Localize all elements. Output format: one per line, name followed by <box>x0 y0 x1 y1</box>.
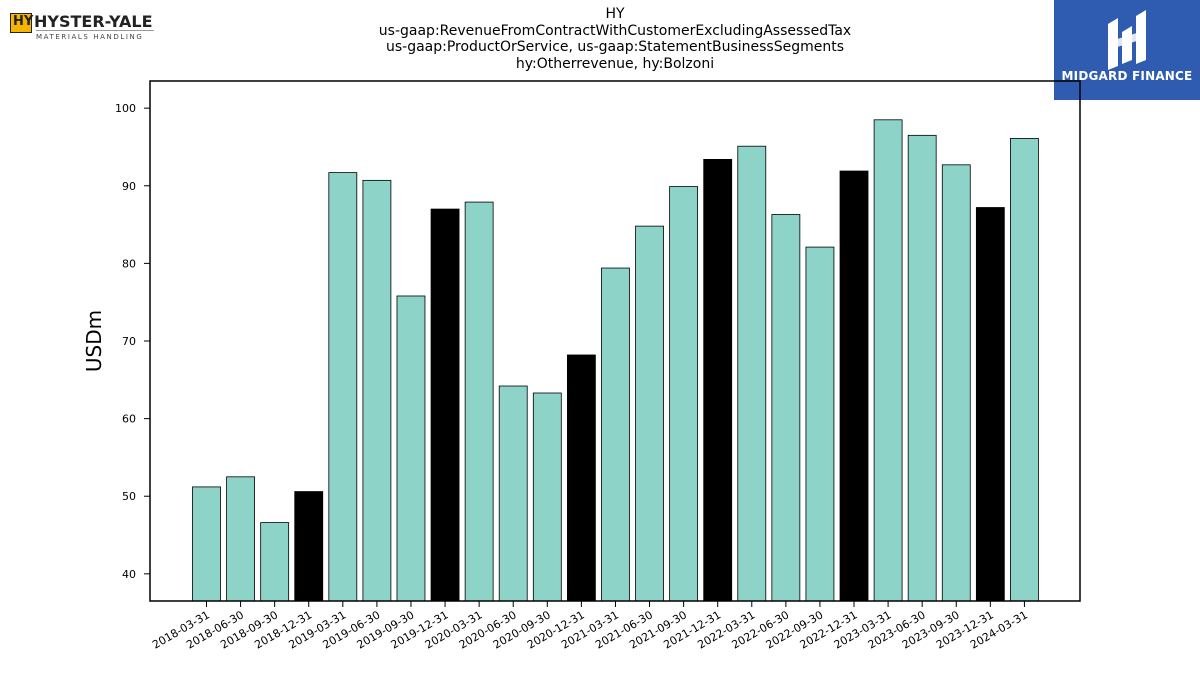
bar-2023-03-31 <box>873 119 903 602</box>
y-tick-label: 80 <box>122 257 136 270</box>
midgard-finance-logo: MIDGARD FINANCE <box>1054 0 1200 100</box>
bar-2023-09-30 <box>941 164 971 602</box>
y-tick-label: 90 <box>122 180 136 193</box>
bar-2021-06-30 <box>635 225 664 602</box>
hyster-yale-logo: HY HYSTER-YALE MATERIALS HANDLING <box>8 10 154 46</box>
chart-title-line-1: HY <box>605 6 625 22</box>
hyster-yale-mark-icon: HY <box>10 13 33 33</box>
y-tick-label: 50 <box>122 490 136 503</box>
y-axis-label: USDm <box>82 310 106 372</box>
bar-2020-09-30 <box>532 392 562 602</box>
bar-2020-03-31 <box>464 201 494 602</box>
y-tick-label: 100 <box>115 102 136 115</box>
bar-2019-03-31 <box>328 172 358 602</box>
bar-2024-03-31 <box>1010 138 1039 602</box>
bar-2018-12-31 <box>294 491 324 602</box>
bar-2020-12-31 <box>566 354 596 602</box>
logo-rule <box>36 30 154 31</box>
y-tick-label: 40 <box>122 568 136 581</box>
bar-2022-03-31 <box>737 145 767 602</box>
x-axis: 2018-03-312018-06-302018-09-302018-12-31… <box>150 601 1030 652</box>
bar-2019-12-31 <box>430 208 460 602</box>
bar-2019-06-30 <box>362 179 392 602</box>
bar-2023-06-30 <box>907 134 937 602</box>
bar-2021-12-31 <box>703 158 733 602</box>
chart-title-line-3: us-gaap:ProductOrService, us-gaap:Statem… <box>385 39 844 55</box>
bar-2018-09-30 <box>260 522 290 602</box>
hyster-yale-subtitle: MATERIALS HANDLING <box>36 33 144 41</box>
plot-frame <box>149 80 1081 602</box>
hyster-yale-brand-text: HYSTER-YALE <box>34 12 153 31</box>
bar-2021-03-31 <box>601 267 630 602</box>
bar-2022-06-30 <box>771 214 801 602</box>
bar-2018-06-30 <box>226 476 255 602</box>
bar-2022-12-31 <box>839 170 869 602</box>
y-tick-label: 70 <box>122 335 136 348</box>
bar-2018-03-31 <box>192 486 221 602</box>
chart-title: HY us-gaap:RevenueFromContractWithCustom… <box>300 6 930 72</box>
bars-group <box>192 119 1039 602</box>
bar-2020-06-30 <box>498 385 528 602</box>
chart-title-line-4: hy:Otherrevenue, hy:Bolzoni <box>515 55 715 72</box>
chart-title-line-2: us-gaap:RevenueFromContractWithCustomerE… <box>378 22 852 39</box>
y-tick-label: 60 <box>122 413 136 426</box>
midgard-logo-icon <box>1108 10 1146 70</box>
y-axis: 40 50 60 70 80 90 100 <box>115 102 150 581</box>
midgard-brand-text: MIDGARD FINANCE <box>1061 69 1193 83</box>
bar-2019-09-30 <box>396 295 426 602</box>
bar-2021-09-30 <box>669 186 699 602</box>
bar-2022-09-30 <box>805 246 835 602</box>
bar-2023-12-31 <box>975 207 1005 602</box>
